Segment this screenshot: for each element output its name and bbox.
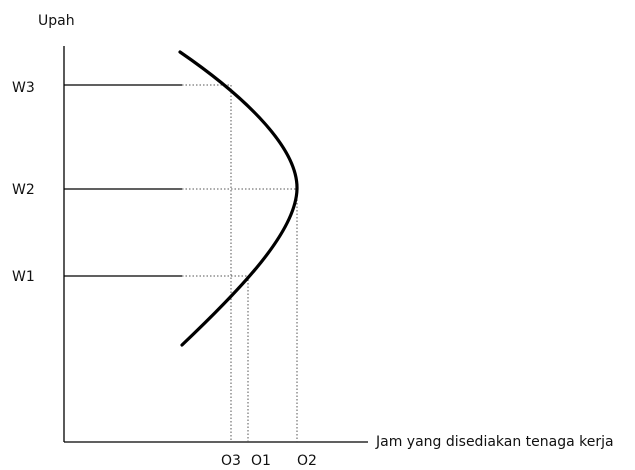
wage-label-w3: W3: [12, 80, 35, 96]
x-axis-label: Jam yang disediakan tenaga kerja: [375, 434, 614, 450]
hours-label-o3: O3: [221, 453, 241, 469]
labor-supply-curve: [178, 50, 299, 347]
hours-label-o2: O2: [297, 453, 317, 469]
hours-label-o1: O1: [251, 453, 271, 469]
y-axis-label: Upah: [38, 13, 75, 29]
wage-label-w2: W2: [12, 182, 35, 198]
wage-label-w1: W1: [12, 269, 35, 285]
